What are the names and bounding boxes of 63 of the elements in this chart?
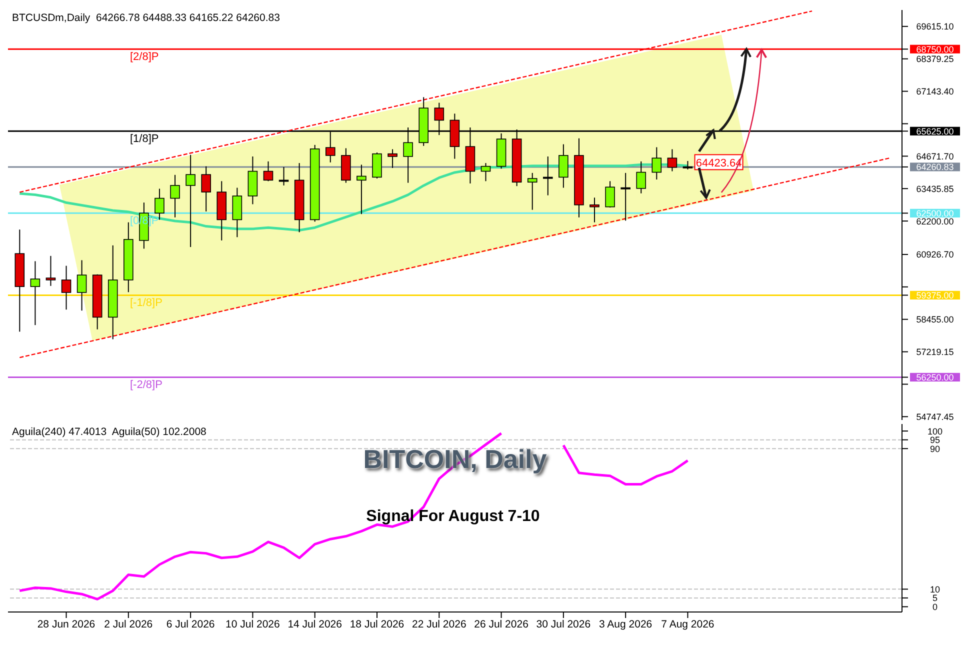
candlestick	[605, 180, 615, 208]
candlestick	[356, 164, 366, 215]
y-tick-label: 68750.00	[916, 44, 954, 54]
y-tick-label: 54747.45	[916, 412, 954, 422]
x-tick-label: 26 Jul 2026	[474, 618, 529, 630]
ref-line-label: [-1/8]P	[130, 297, 162, 310]
chart-title: Aguila(240) 47.4013 Aguila(50) 102.2008	[12, 426, 206, 438]
candlestick	[372, 152, 382, 180]
candlestick	[527, 172, 538, 210]
y-tick-label: 62200.00	[916, 216, 954, 226]
y-tick-label: 57219.15	[916, 347, 954, 358]
y-tick-label: 90	[930, 444, 940, 454]
candlestick	[558, 144, 568, 188]
candlestick	[46, 255, 56, 286]
candlestick	[388, 148, 398, 168]
x-tick-label: 30 Jul 2026	[536, 618, 591, 630]
x-tick-label: 18 Jul 2026	[350, 618, 404, 630]
candlestick	[30, 260, 40, 326]
y-tick-label: 63435.85	[916, 184, 954, 194]
y-tick-label: 100	[927, 426, 943, 436]
candlestick	[636, 160, 646, 194]
candlestick	[590, 197, 600, 223]
candlestick	[186, 154, 196, 248]
x-tick-label: 22 Jul 2026	[412, 618, 466, 630]
candlestick	[542, 156, 553, 196]
x-tick-label: 6 Jul 2026	[166, 618, 215, 630]
x-tick-label: 10 Jul 2026	[226, 618, 280, 630]
chart-title: BTCUSDm,Daily 64266.78 64488.33 64165.22 64260.83	[12, 12, 280, 24]
y-tick-label: 64671.70	[916, 151, 954, 162]
y-tick-label: 64260.83	[916, 162, 954, 172]
y-tick-label: 10	[930, 584, 940, 594]
ref-line-label: [-2/8]P	[130, 379, 162, 392]
y-tick-label: 5	[932, 593, 938, 604]
y-tick-label: 69615.10	[916, 22, 954, 32]
candlestick	[652, 146, 662, 180]
x-tick-label: 3 Aug 2026	[599, 618, 652, 630]
candlestick	[170, 174, 180, 218]
y-tick-label: 68379.25	[916, 54, 954, 64]
x-tick-label: 2 Jul 2026	[104, 618, 153, 630]
y-tick-label: 58455.00	[916, 314, 954, 325]
y-tick-label: 62500.00	[916, 208, 954, 218]
candlestick	[232, 187, 242, 238]
candlestick	[263, 160, 274, 182]
annotation: Signal For August 7-10	[365, 508, 541, 526]
x-tick-label: 7 Aug 2026	[661, 618, 714, 630]
y-tick-label: 67143.40	[916, 86, 954, 97]
y-tick-label: 0	[932, 602, 938, 612]
candlestick	[61, 265, 72, 310]
candlestick	[667, 148, 678, 172]
candlestick	[480, 162, 491, 182]
x-tick-label: 28 Jun 2026	[37, 618, 96, 630]
x-tick-label: 14 Jul 2026	[288, 618, 342, 630]
candlestick	[201, 166, 211, 212]
candlestick	[620, 172, 630, 222]
y-tick-label: 95	[930, 435, 940, 446]
ref-line-label: [2/8]P	[130, 51, 159, 64]
candlestick	[76, 260, 87, 312]
y-tick-label: 56250.00	[916, 372, 954, 382]
candlestick	[278, 166, 289, 186]
ref-line-label: [1/8]P	[130, 133, 159, 146]
y-tick-label: 65625.00	[916, 126, 954, 136]
y-tick-label: 59375.00	[916, 290, 954, 300]
y-tick-label: 60926.70	[916, 250, 954, 260]
